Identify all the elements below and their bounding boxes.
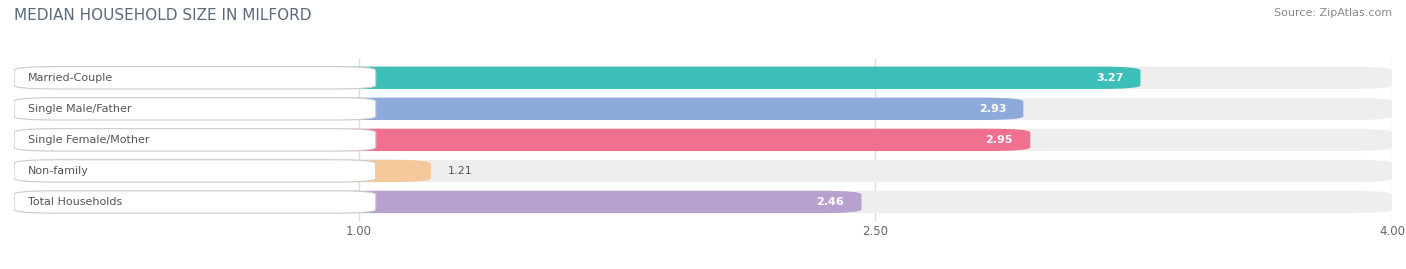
FancyBboxPatch shape <box>14 67 1392 89</box>
FancyBboxPatch shape <box>14 129 1392 151</box>
FancyBboxPatch shape <box>14 191 1392 213</box>
FancyBboxPatch shape <box>14 129 1031 151</box>
Text: 2.93: 2.93 <box>979 104 1007 114</box>
Text: Non-family: Non-family <box>28 166 89 176</box>
Text: 3.27: 3.27 <box>1095 73 1123 83</box>
FancyBboxPatch shape <box>14 98 375 120</box>
Text: Married-Couple: Married-Couple <box>28 73 112 83</box>
Text: 2.46: 2.46 <box>817 197 844 207</box>
FancyBboxPatch shape <box>14 98 1024 120</box>
FancyBboxPatch shape <box>14 160 430 182</box>
Text: 1.21: 1.21 <box>449 166 472 176</box>
FancyBboxPatch shape <box>14 191 375 213</box>
Text: 2.95: 2.95 <box>986 135 1014 145</box>
FancyBboxPatch shape <box>14 191 862 213</box>
Text: Single Female/Mother: Single Female/Mother <box>28 135 149 145</box>
Text: MEDIAN HOUSEHOLD SIZE IN MILFORD: MEDIAN HOUSEHOLD SIZE IN MILFORD <box>14 8 312 23</box>
Text: Single Male/Father: Single Male/Father <box>28 104 131 114</box>
FancyBboxPatch shape <box>14 160 1392 182</box>
FancyBboxPatch shape <box>14 67 375 89</box>
Text: Total Households: Total Households <box>28 197 122 207</box>
FancyBboxPatch shape <box>14 160 375 182</box>
FancyBboxPatch shape <box>14 98 1392 120</box>
FancyBboxPatch shape <box>14 67 1140 89</box>
FancyBboxPatch shape <box>14 129 375 151</box>
Text: Source: ZipAtlas.com: Source: ZipAtlas.com <box>1274 8 1392 18</box>
